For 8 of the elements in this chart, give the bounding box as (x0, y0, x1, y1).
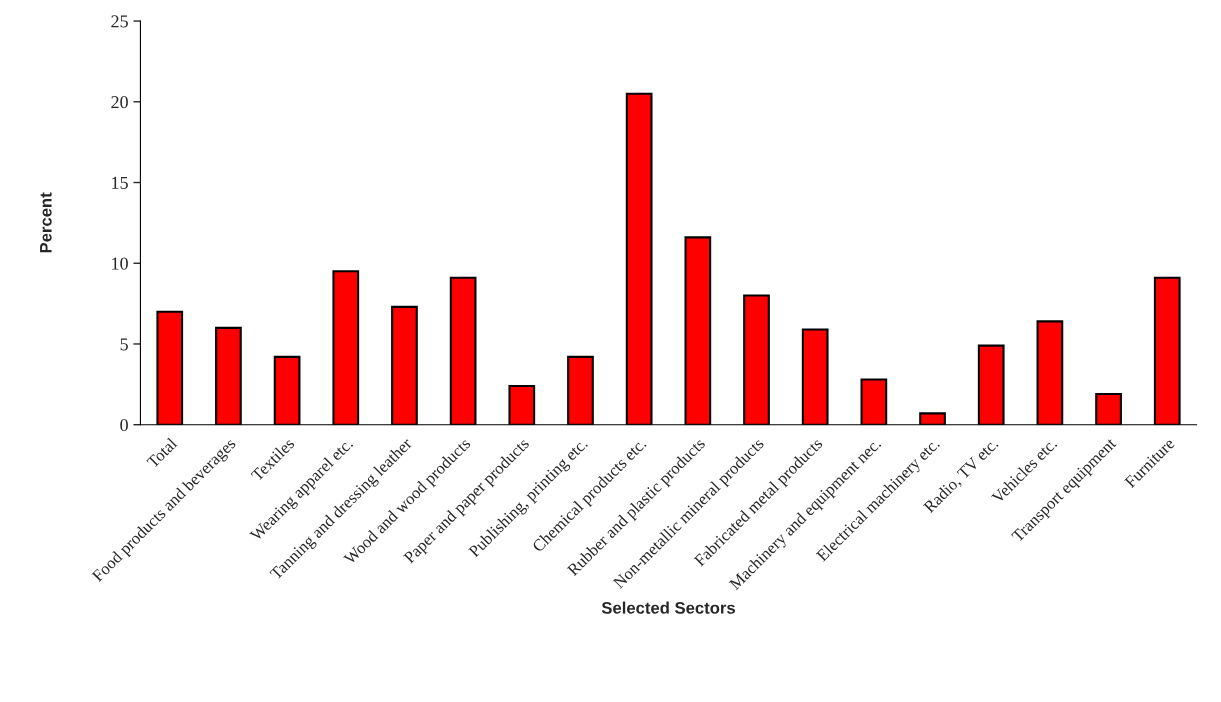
y-tick-label: 10 (112, 257, 128, 270)
y-axis-title: Percent (40, 192, 52, 253)
y-tick-label: 5 (120, 338, 128, 351)
y-tick-label: 25 (111, 15, 128, 28)
y-tick-label: 15 (112, 176, 128, 189)
y-tick-label: 0 (120, 418, 128, 432)
x-axis-title: Selected Sectors (601, 601, 735, 614)
y-tick-label: 20 (111, 96, 128, 109)
